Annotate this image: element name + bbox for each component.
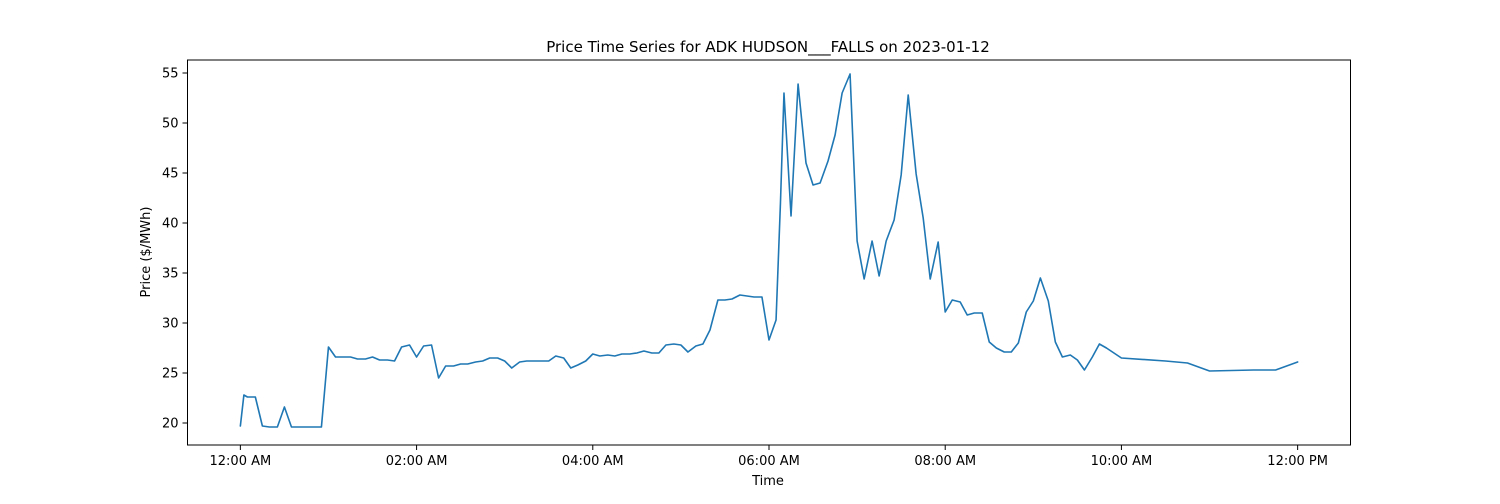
x-axis-label: Time <box>751 474 784 489</box>
x-tick-label: 08:00 AM <box>914 454 976 469</box>
x-tick-label: 12:00 AM <box>210 454 272 469</box>
y-axis-label: Price ($/MWh) <box>139 207 154 298</box>
price-series-line <box>239 73 1299 428</box>
series-layer <box>239 73 1299 428</box>
y-tick-label: 45 <box>162 167 179 182</box>
y-tick-label: 35 <box>162 267 179 282</box>
x-tick-label: 06:00 AM <box>738 454 800 469</box>
y-axis-ticks: 20 25 30 35 40 45 50 55 <box>162 67 188 432</box>
x-tick-label: 04:00 AM <box>562 454 624 469</box>
y-tick-label: 50 <box>162 117 179 132</box>
x-tick-label: 02:00 AM <box>386 454 448 469</box>
chart-title: Price Time Series for ADK HUDSON___FALLS… <box>546 38 990 57</box>
plot-area-frame <box>187 59 1351 446</box>
x-axis-ticks: 12:00 AM 02:00 AM 04:00 AM 06:00 AM 08:00 AM… <box>210 445 1328 469</box>
y-tick-label: 55 <box>162 67 179 82</box>
y-tick-label: 30 <box>162 317 179 332</box>
y-tick-label: 25 <box>162 367 179 382</box>
x-tick-label: 10:00 AM <box>1091 454 1153 469</box>
x-tick-label: 12:00 PM <box>1267 454 1328 469</box>
y-tick-label: 40 <box>162 217 179 232</box>
y-tick-label: 20 <box>162 417 179 432</box>
